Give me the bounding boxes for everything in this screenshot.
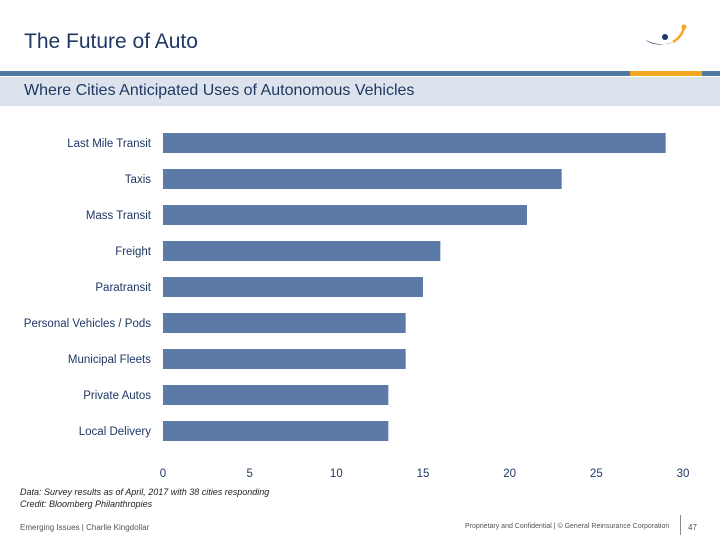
category-label-taxis: Taxis <box>125 174 151 186</box>
bar-private-autos <box>163 385 389 405</box>
bar-last-mile-transit <box>163 133 666 153</box>
slide-title: The Future of Auto <box>24 30 198 53</box>
x-tick-label-25: 25 <box>590 468 603 480</box>
x-tick-label-30: 30 <box>677 468 690 480</box>
x-tick-label-15: 15 <box>417 468 430 480</box>
bar-municipal-fleets <box>163 349 406 369</box>
bar-personal-vehicles-pods <box>163 313 406 333</box>
x-tick-label-20: 20 <box>503 468 516 480</box>
credit-note: Credit: Bloomberg Philanthropies <box>20 499 153 509</box>
category-label-paratransit: Paratransit <box>95 282 151 294</box>
category-label-mass-transit: Mass Transit <box>86 210 152 222</box>
header-rule-accent <box>630 71 702 76</box>
x-tick-label-0: 0 <box>160 468 166 480</box>
bar-taxis <box>163 169 562 189</box>
slide-subtitle: Where Cities Anticipated Uses of Autonom… <box>24 82 415 99</box>
category-label-freight: Freight <box>115 246 152 258</box>
footer-divider <box>680 515 681 535</box>
company-logo-icon <box>645 24 687 45</box>
footer-copyright: Proprietary and Confidential | © General… <box>465 523 670 530</box>
header-rule <box>0 71 720 76</box>
footer-presenter: Emerging Issues | Charlie Kingdollar <box>20 523 150 532</box>
bar-paratransit <box>163 277 423 297</box>
subtitle-band <box>0 77 720 106</box>
category-label-private-autos: Private Autos <box>83 390 151 402</box>
category-label-personal-vehicles-pods: Personal Vehicles / Pods <box>24 318 151 330</box>
category-label-last-mile-transit: Last Mile Transit <box>67 138 152 150</box>
bar-local-delivery <box>163 421 389 441</box>
x-tick-label-5: 5 <box>246 468 252 480</box>
bar-freight <box>163 241 441 261</box>
bar-chart: Last Mile Transit Taxis Mass Transit Freigh… <box>24 133 690 480</box>
data-note: Data: Survey results as of April, 2017 w… <box>20 487 270 497</box>
category-label-local-delivery: Local Delivery <box>79 426 151 438</box>
category-label-municipal-fleets: Municipal Fleets <box>68 354 151 366</box>
bar-mass-transit <box>163 205 527 225</box>
page-number: 47 <box>688 523 697 532</box>
x-tick-label-10: 10 <box>330 468 343 480</box>
